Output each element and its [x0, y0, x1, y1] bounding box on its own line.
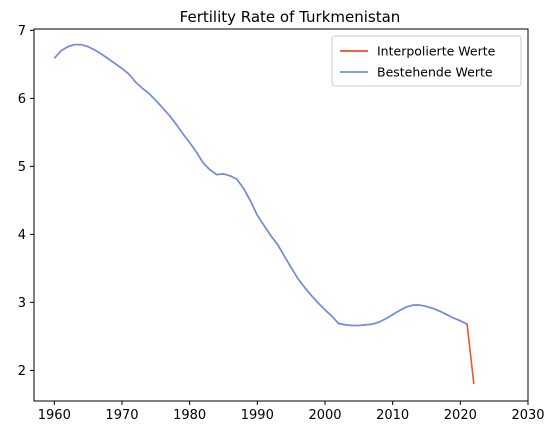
x-tick-label: 1990: [241, 408, 274, 423]
series-line-0: [53, 43, 475, 385]
axes: 1960 1970 1980 1990 2000 2010 2020 2030 2 3 4 5 6 7: [18, 24, 545, 423]
y-tick-label: 4: [18, 228, 26, 243]
plot-area: [53, 43, 475, 385]
legend: Interpolierte Werte Bestehende Werte: [331, 35, 522, 87]
y-tick-label: 5: [18, 160, 26, 175]
y-tick-label: 3: [18, 296, 26, 311]
x-tick-label: 1980: [173, 408, 206, 423]
x-tick-label: 2030: [511, 408, 544, 423]
legend-label-0: Interpolierte Werte: [377, 44, 496, 59]
x-tick-label: 2000: [308, 408, 341, 423]
x-tick-label: 2010: [376, 408, 409, 423]
chart-title: Fertility Rate of Turkmenistan: [180, 8, 401, 26]
legend-box: [331, 35, 522, 87]
y-tick-label: 2: [18, 364, 26, 379]
x-tick-label: 1960: [38, 408, 71, 423]
x-tick-label: 2020: [444, 408, 477, 423]
series-line-1: [53, 43, 468, 327]
y-tick-label: 6: [18, 92, 26, 107]
legend-label-1: Bestehende Werte: [377, 65, 493, 80]
x-tick-label: 1970: [105, 408, 138, 423]
axes-frame: [33, 28, 529, 402]
y-tick-label: 7: [18, 24, 26, 39]
